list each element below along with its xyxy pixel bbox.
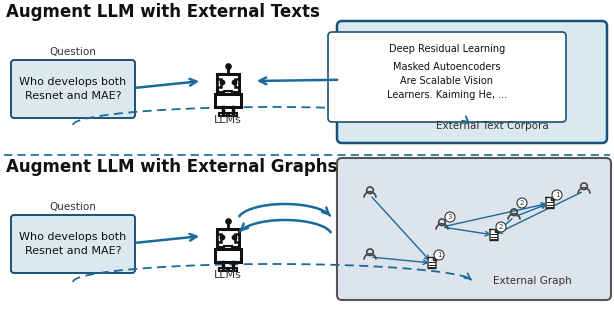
Text: Who develops both
Resnet and MAE?: Who develops both Resnet and MAE?	[20, 77, 126, 101]
Circle shape	[434, 250, 444, 260]
FancyBboxPatch shape	[215, 249, 241, 262]
FancyBboxPatch shape	[337, 21, 607, 143]
Text: LLMs: LLMs	[214, 270, 242, 280]
FancyBboxPatch shape	[224, 91, 231, 94]
Text: Deep Residual Learning: Deep Residual Learning	[389, 44, 505, 54]
FancyBboxPatch shape	[337, 158, 611, 300]
Text: External Graph: External Graph	[492, 276, 572, 286]
Circle shape	[552, 190, 562, 200]
Text: Who develops both
Resnet and MAE?: Who develops both Resnet and MAE?	[20, 232, 126, 256]
Text: LLMs: LLMs	[214, 115, 242, 125]
FancyBboxPatch shape	[235, 79, 239, 87]
FancyBboxPatch shape	[217, 234, 221, 242]
Text: 2: 2	[520, 200, 524, 206]
Text: 1: 1	[555, 192, 559, 198]
Text: 2: 2	[499, 224, 503, 230]
FancyBboxPatch shape	[219, 113, 227, 116]
Text: Question: Question	[50, 47, 96, 57]
Text: Augment LLM with External Graphs: Augment LLM with External Graphs	[6, 158, 337, 176]
Text: 3: 3	[448, 214, 453, 220]
Polygon shape	[490, 229, 498, 241]
FancyBboxPatch shape	[229, 268, 238, 271]
Text: Augment LLM with External Texts: Augment LLM with External Texts	[6, 3, 320, 21]
FancyBboxPatch shape	[224, 246, 231, 249]
Polygon shape	[428, 258, 436, 268]
Circle shape	[517, 198, 527, 208]
FancyBboxPatch shape	[11, 60, 135, 118]
Text: External Text Corpora: External Text Corpora	[437, 121, 549, 131]
FancyBboxPatch shape	[235, 234, 239, 242]
FancyBboxPatch shape	[11, 215, 135, 273]
FancyBboxPatch shape	[229, 113, 238, 116]
FancyBboxPatch shape	[328, 32, 566, 122]
Circle shape	[445, 212, 455, 222]
Text: Masked Autoencoders
Are Scalable Vision
Learners. Kaiming He, ...: Masked Autoencoders Are Scalable Vision …	[387, 62, 507, 100]
FancyBboxPatch shape	[217, 229, 239, 247]
FancyBboxPatch shape	[217, 74, 239, 92]
Polygon shape	[546, 197, 554, 209]
Circle shape	[496, 222, 506, 232]
Text: 1: 1	[437, 252, 441, 258]
FancyBboxPatch shape	[215, 94, 241, 107]
FancyBboxPatch shape	[219, 268, 227, 271]
FancyBboxPatch shape	[217, 79, 221, 87]
Text: Question: Question	[50, 202, 96, 212]
